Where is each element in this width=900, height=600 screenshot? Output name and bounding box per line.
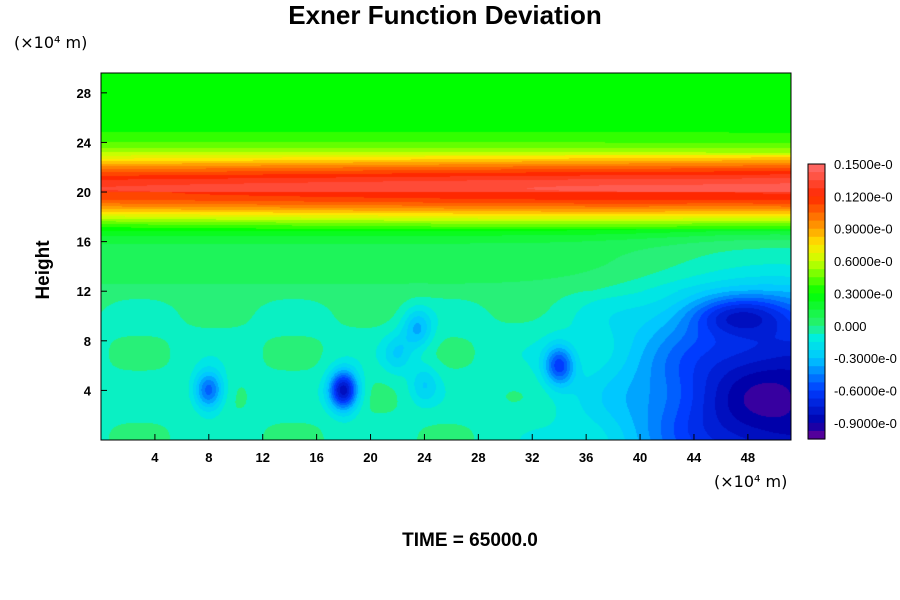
colorbar-swatch (808, 228, 825, 238)
x-tick-label: 16 (309, 450, 323, 465)
colorbar-frame (807, 163, 826, 440)
colorbar-swatch (808, 204, 825, 214)
colorbar-swatch (808, 422, 825, 432)
y-tick-label: 12 (77, 284, 91, 299)
colorbar-swatch (808, 333, 825, 343)
colorbar-swatch (808, 293, 825, 303)
colorbar: 0.1500e-0 0.1200e-0 0.9000e-0 0.6000e-0 0.30… (807, 157, 897, 440)
colorbar-swatch (808, 236, 825, 246)
time-label: TIME = 65000.0 (402, 530, 538, 551)
y-axis-unit: (×10⁴ m) (14, 33, 88, 52)
colorbar-swatch (808, 366, 825, 375)
colorbar-swatch (808, 414, 825, 424)
x-axis-unit: (×10⁴ m) (714, 472, 788, 491)
colorbar-swatch (808, 382, 825, 392)
y-tick-label: 28 (77, 86, 91, 101)
colorbar-swatch (808, 269, 825, 278)
colorbar-swatch (808, 196, 825, 206)
colorbar-swatch (808, 341, 825, 351)
colorbar-swatch (808, 244, 825, 254)
x-tick-label: 4 (151, 450, 159, 465)
x-tick-label: 20 (363, 450, 377, 465)
colorbar-swatch (808, 164, 825, 173)
plot-area (101, 73, 791, 440)
x-tick-label: 44 (687, 450, 702, 465)
colorbar-swatch (808, 390, 825, 400)
chart-title: Exner Function Deviation (288, 0, 602, 30)
colorbar-label: 0.1500e-0 (834, 157, 893, 172)
colorbar-swatch (808, 374, 825, 383)
colorbar-swatch (808, 309, 825, 319)
x-tick-label: 40 (633, 450, 647, 465)
colorbar-label: 0.9000e-0 (834, 222, 893, 237)
colorbar-label: 0.1200e-0 (834, 189, 893, 204)
colorbar-swatch (808, 325, 825, 335)
colorbar-swatch (808, 317, 825, 327)
x-tick-label: 24 (417, 450, 432, 465)
plot-frame (100, 72, 792, 441)
colorbar-swatch (808, 277, 825, 286)
colorbar-swatch (808, 172, 825, 181)
colorbar-label: -0.3000e-0 (834, 351, 897, 366)
colorbar-swatch (808, 398, 825, 408)
x-tick-label: 36 (579, 450, 593, 465)
y-tick-label: 20 (77, 185, 91, 200)
colorbar-label: -0.6000e-0 (834, 383, 897, 398)
y-tick-label: 8 (84, 334, 91, 349)
y-ticks: 4 8 12 16 20 24 28 (77, 86, 107, 398)
colorbar-label: 0.6000e-0 (834, 254, 893, 269)
colorbar-swatch (808, 301, 825, 311)
x-ticks: 4 8 12 16 20 24 28 32 36 40 44 48 (151, 434, 755, 465)
colorbar-swatch (808, 430, 825, 440)
x-tick-label: 28 (471, 450, 485, 465)
y-tick-label: 24 (77, 135, 92, 150)
x-tick-label: 8 (205, 450, 212, 465)
colorbar-swatch (808, 188, 825, 197)
x-tick-label: 12 (255, 450, 269, 465)
colorbar-swatch (808, 358, 825, 367)
x-tick-label: 32 (525, 450, 539, 465)
colorbar-label: 0.3000e-0 (834, 286, 893, 301)
colorbar-swatch (808, 261, 825, 270)
colorbar-swatch (808, 252, 825, 262)
colorbar-swatch (808, 285, 825, 295)
x-tick-label: 48 (741, 450, 755, 465)
colorbar-swatch (808, 350, 825, 359)
colorbar-swatch (808, 220, 825, 230)
y-tick-label: 16 (77, 235, 91, 250)
heatmap-canvas (101, 73, 791, 440)
colorbar-swatch (808, 406, 825, 416)
colorbar-label: 0.000 (834, 319, 867, 334)
y-tick-label: 4 (84, 383, 92, 398)
colorbar-swatch (808, 212, 825, 222)
colorbar-label: -0.9000e-0 (834, 416, 897, 431)
colorbar-swatch (808, 180, 825, 189)
